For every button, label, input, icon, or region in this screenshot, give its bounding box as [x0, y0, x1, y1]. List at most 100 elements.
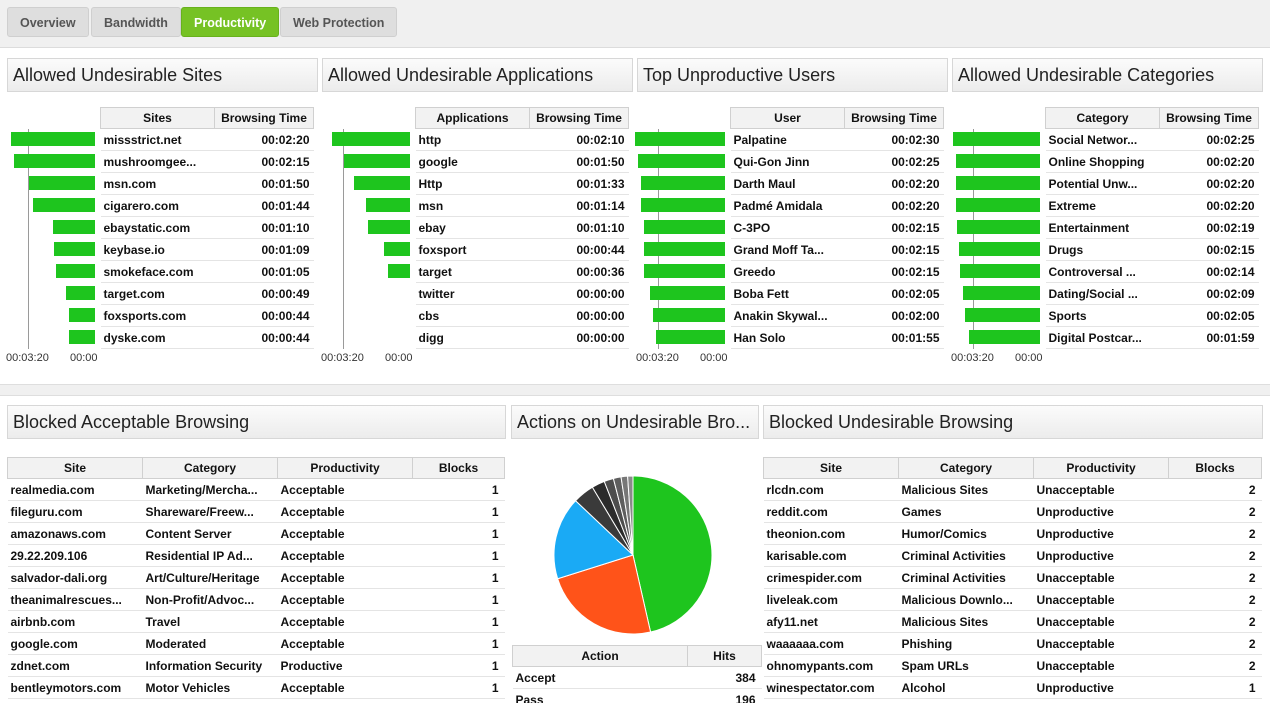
bar-users-5[interactable] — [644, 242, 725, 256]
column-header-category[interactable]: Category — [142, 457, 278, 479]
column-header-name[interactable]: Sites — [100, 107, 215, 129]
tab-overview[interactable]: Overview — [7, 7, 89, 37]
table-row[interactable]: rlcdn.com Malicious Sites Unacceptable 2 — [763, 478, 1262, 501]
bar-users-7[interactable] — [650, 286, 725, 300]
tab-web-protection[interactable]: Web Protection — [280, 7, 398, 37]
table-row[interactable]: Entertainment 00:02:19 — [1045, 216, 1259, 239]
column-header-browsing-time[interactable]: Browsing Time — [844, 107, 944, 129]
table-row[interactable]: Extreme 00:02:20 — [1045, 194, 1259, 217]
bar-sites-7[interactable] — [66, 286, 95, 300]
bar-categories-3[interactable] — [956, 198, 1040, 212]
table-row[interactable]: theanimalrescues... Non-Profit/Advoc... Ac… — [7, 588, 505, 611]
column-header-browsing-time[interactable]: Browsing Time — [1159, 107, 1259, 129]
column-header-productivity[interactable]: Productivity — [1033, 457, 1169, 479]
table-row[interactable]: keybase.io 00:01:09 — [100, 238, 314, 261]
table-row[interactable]: digg 00:00:00 — [415, 326, 629, 349]
bar-sites-4[interactable] — [53, 220, 95, 234]
table-row[interactable]: realmedia.com Marketing/Mercha... Acceptab… — [7, 478, 505, 501]
table-row[interactable]: ebaystatic.com 00:01:10 — [100, 216, 314, 239]
bar-users-6[interactable] — [644, 264, 725, 278]
table-row[interactable]: Pass 196 — [512, 688, 762, 703]
bar-users-1[interactable] — [638, 154, 725, 168]
bar-categories-7[interactable] — [963, 286, 1040, 300]
bar-apps-0[interactable] — [332, 132, 410, 146]
bar-users-4[interactable] — [644, 220, 725, 234]
table-row[interactable]: Qui-Gon Jinn 00:02:25 — [730, 150, 944, 173]
table-row[interactable]: Sports 00:02:05 — [1045, 304, 1259, 327]
column-header-blocks[interactable]: Blocks — [412, 457, 505, 479]
table-row[interactable]: bentleymotors.com Motor Vehicles Acceptabl… — [7, 676, 505, 699]
table-row[interactable]: Boba Fett 00:02:05 — [730, 282, 944, 305]
bar-apps-3[interactable] — [366, 198, 410, 212]
table-row[interactable]: Digital Postcar... 00:01:59 — [1045, 326, 1259, 349]
column-header-hits[interactable]: Hits — [687, 645, 762, 667]
column-header-site[interactable]: Site — [7, 457, 143, 479]
bar-users-8[interactable] — [653, 308, 725, 322]
table-row[interactable]: liveleak.com Malicious Downlo... Unaccepta… — [763, 588, 1262, 611]
table-row[interactable]: Drugs 00:02:15 — [1045, 238, 1259, 261]
bar-apps-2[interactable] — [354, 176, 410, 190]
table-row[interactable]: google 00:01:50 — [415, 150, 629, 173]
table-row[interactable]: http 00:02:10 — [415, 128, 629, 151]
bar-apps-1[interactable] — [344, 154, 410, 168]
table-row[interactable]: crimespider.com Criminal Activities Unacce… — [763, 566, 1262, 589]
bar-categories-2[interactable] — [956, 176, 1040, 190]
table-row[interactable]: reddit.com Games Unproductive 2 — [763, 500, 1262, 523]
pie-slice-0[interactable] — [632, 475, 713, 633]
column-header-browsing-time[interactable]: Browsing Time — [214, 107, 314, 129]
bar-categories-0[interactable] — [953, 132, 1040, 146]
table-row[interactable]: karisable.com Criminal Activities Unproduc… — [763, 544, 1262, 567]
bar-users-2[interactable] — [641, 176, 725, 190]
table-row[interactable]: target 00:00:36 — [415, 260, 629, 283]
bar-sites-5[interactable] — [54, 242, 95, 256]
table-row[interactable]: foxsports.com 00:00:44 — [100, 304, 314, 327]
table-row[interactable]: afy11.net Malicious Sites Unacceptable 2 — [763, 610, 1262, 633]
column-header-name[interactable]: User — [730, 107, 845, 129]
table-row[interactable]: C-3PO 00:02:15 — [730, 216, 944, 239]
table-row[interactable]: dyske.com 00:00:44 — [100, 326, 314, 349]
bar-sites-6[interactable] — [56, 264, 95, 278]
bar-categories-9[interactable] — [969, 330, 1040, 344]
bar-sites-2[interactable] — [29, 176, 95, 190]
table-row[interactable]: Http 00:01:33 — [415, 172, 629, 195]
bar-sites-1[interactable] — [14, 154, 95, 168]
column-header-name[interactable]: Category — [1045, 107, 1160, 129]
table-row[interactable]: cbs 00:00:00 — [415, 304, 629, 327]
table-row[interactable]: Greedo 00:02:15 — [730, 260, 944, 283]
tab-bandwidth[interactable]: Bandwidth — [91, 7, 181, 37]
table-row[interactable]: Padmé Amidala 00:02:20 — [730, 194, 944, 217]
table-row[interactable]: Potential Unw... 00:02:20 — [1045, 172, 1259, 195]
pie-slice-1[interactable] — [557, 554, 652, 635]
table-row[interactable]: twitter 00:00:00 — [415, 282, 629, 305]
table-row[interactable]: target.com 00:00:49 — [100, 282, 314, 305]
table-row[interactable]: foxsport 00:00:44 — [415, 238, 629, 261]
table-row[interactable]: amazonaws.com Content Server Acceptable 1 — [7, 522, 505, 545]
column-header-action[interactable]: Action — [512, 645, 688, 667]
bar-users-0[interactable] — [635, 132, 725, 146]
table-row[interactable]: ebay 00:01:10 — [415, 216, 629, 239]
table-row[interactable]: waaaaaa.com Phishing Unacceptable 2 — [763, 632, 1262, 655]
column-header-browsing-time[interactable]: Browsing Time — [529, 107, 629, 129]
bar-sites-0[interactable] — [11, 132, 95, 146]
table-row[interactable]: Online Shopping 00:02:20 — [1045, 150, 1259, 173]
table-row[interactable]: 29.22.209.106 Residential IP Ad... Accepta… — [7, 544, 505, 567]
pie-slice-8[interactable] — [627, 475, 634, 556]
bar-sites-9[interactable] — [69, 330, 95, 344]
table-row[interactable]: Grand Moff Ta... 00:02:15 — [730, 238, 944, 261]
table-row[interactable]: mushroomgee... 00:02:15 — [100, 150, 314, 173]
pie-slice-2[interactable] — [553, 499, 634, 580]
bar-categories-6[interactable] — [960, 264, 1040, 278]
table-row[interactable]: msn 00:01:14 — [415, 194, 629, 217]
bar-users-3[interactable] — [641, 198, 725, 212]
table-row[interactable]: Controversal ... 00:02:14 — [1045, 260, 1259, 283]
bar-sites-3[interactable] — [33, 198, 95, 212]
column-header-name[interactable]: Applications — [415, 107, 530, 129]
table-row[interactable]: zdnet.com Information Security Productive 1 — [7, 654, 505, 677]
bar-categories-1[interactable] — [956, 154, 1040, 168]
bar-users-9[interactable] — [656, 330, 725, 344]
table-row[interactable]: Palpatine 00:02:30 — [730, 128, 944, 151]
table-row[interactable]: Darth Maul 00:02:20 — [730, 172, 944, 195]
bar-sites-8[interactable] — [69, 308, 95, 322]
bar-apps-5[interactable] — [384, 242, 410, 256]
column-header-category[interactable]: Category — [898, 457, 1034, 479]
